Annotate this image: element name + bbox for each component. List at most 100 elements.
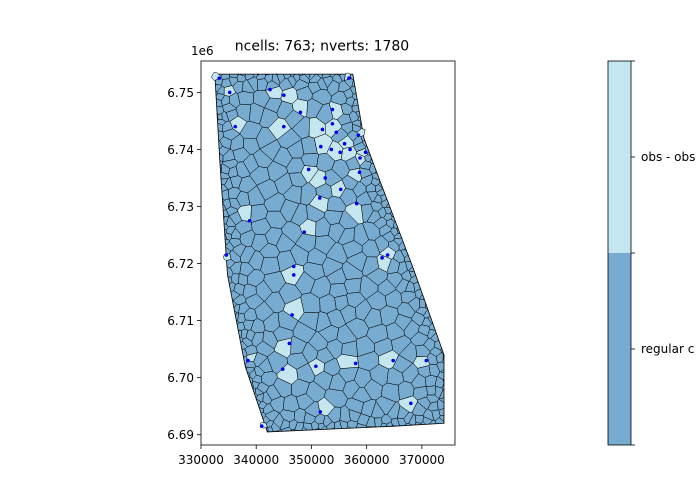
y-tick-label: 6.74 xyxy=(167,143,194,157)
observation-point xyxy=(314,364,318,369)
mesh-cell xyxy=(399,425,410,432)
observation-cell xyxy=(308,169,327,189)
mesh-cell xyxy=(282,434,288,469)
mesh-cell xyxy=(214,236,223,245)
mesh-cell xyxy=(264,74,274,84)
observation-cell xyxy=(291,98,308,118)
mesh-cell xyxy=(214,128,216,137)
observation-point xyxy=(217,76,222,80)
mesh-cell xyxy=(449,377,482,401)
mesh-cell xyxy=(365,429,373,432)
mesh-cell xyxy=(214,276,224,297)
mesh-cell xyxy=(388,176,423,195)
mesh-cell xyxy=(338,80,351,93)
mesh-cell xyxy=(401,218,421,234)
mesh-cell xyxy=(214,303,231,319)
mesh-cell xyxy=(273,74,282,75)
y-tick-label: 6.70 xyxy=(167,371,194,385)
mesh-cell xyxy=(295,393,315,411)
observation-point xyxy=(357,170,362,175)
mesh-cell xyxy=(438,389,444,400)
observation-cell xyxy=(379,246,397,260)
mesh-cell xyxy=(445,402,479,414)
observation-cell xyxy=(267,117,292,140)
mesh-cell xyxy=(214,243,224,253)
mesh-cell xyxy=(358,105,367,115)
observation-cell xyxy=(344,201,364,225)
mesh-cell xyxy=(231,227,242,240)
mesh-cell xyxy=(214,212,221,221)
mesh-cell xyxy=(367,122,403,135)
mesh-cell xyxy=(403,211,434,237)
mesh-cell xyxy=(255,280,273,302)
observation-point xyxy=(380,256,384,260)
observation-point xyxy=(409,401,413,406)
mesh-cell xyxy=(339,420,348,432)
mesh-cell xyxy=(434,424,444,432)
mesh-cell xyxy=(177,101,210,121)
mesh-cell xyxy=(214,364,240,386)
observation-point xyxy=(282,93,286,98)
mesh-cell xyxy=(360,96,395,109)
mesh-cell xyxy=(214,146,218,155)
mesh-cell xyxy=(285,432,293,439)
observation-point xyxy=(320,127,325,132)
mesh-cell xyxy=(219,282,228,291)
mesh-cell xyxy=(214,234,221,258)
observation-point xyxy=(287,341,292,346)
y-offset-label: 1e6 xyxy=(191,44,214,58)
observation-cell xyxy=(397,395,418,413)
mesh-cell xyxy=(214,149,221,157)
observation-point xyxy=(306,167,311,172)
observation-point xyxy=(424,358,429,363)
mesh-cell xyxy=(214,218,222,227)
mesh-cell xyxy=(218,398,254,418)
mesh-cell xyxy=(303,74,311,80)
mesh-cell xyxy=(410,229,444,248)
mesh-cell xyxy=(363,94,399,118)
observation-point xyxy=(224,253,229,257)
mesh-cell xyxy=(237,91,255,106)
mesh-cell xyxy=(369,131,405,147)
mesh-cell xyxy=(249,414,263,425)
mesh-cell xyxy=(423,424,431,432)
observation-point xyxy=(338,187,343,192)
x-tick-label: 340000 xyxy=(233,453,279,467)
mesh-cell xyxy=(366,121,402,130)
mesh-cell xyxy=(222,158,239,169)
observation-point xyxy=(338,150,342,155)
mesh-cell xyxy=(214,204,221,214)
y-axis: 6.69 6.70 6.71 6.72 6.73 6.74 6.75 xyxy=(167,86,201,442)
mesh-cell xyxy=(447,402,482,429)
mesh-cell xyxy=(214,269,226,277)
mesh-cell xyxy=(446,422,480,452)
observation-cell xyxy=(330,179,346,198)
mesh-cell xyxy=(214,100,215,109)
observation-point xyxy=(317,196,322,200)
colorbar-label-observation: obs - obs xyxy=(641,150,695,164)
mesh-cell xyxy=(250,74,258,78)
mesh-cell xyxy=(214,251,225,260)
mesh-cell xyxy=(385,168,420,187)
mesh-cell xyxy=(263,431,273,432)
mesh-cell xyxy=(239,246,256,264)
mesh-cell xyxy=(371,134,407,154)
mesh-cell xyxy=(442,335,444,348)
mesh-cell xyxy=(227,423,262,432)
observation-point xyxy=(354,201,359,206)
mesh-cell xyxy=(396,206,425,219)
mesh-cell xyxy=(415,265,423,276)
colorbar-regular-segment xyxy=(608,253,631,445)
mesh-cell xyxy=(373,426,382,432)
observation-point xyxy=(385,253,390,257)
plot-frame xyxy=(200,60,456,446)
observation-point xyxy=(348,147,352,152)
mesh-cell xyxy=(371,151,388,159)
observation-point xyxy=(318,410,323,414)
mesh-cell xyxy=(351,78,361,88)
mesh-cell xyxy=(214,297,228,320)
mesh-cell xyxy=(233,351,243,360)
mesh-cell xyxy=(411,237,444,258)
mesh-cell xyxy=(214,322,233,337)
